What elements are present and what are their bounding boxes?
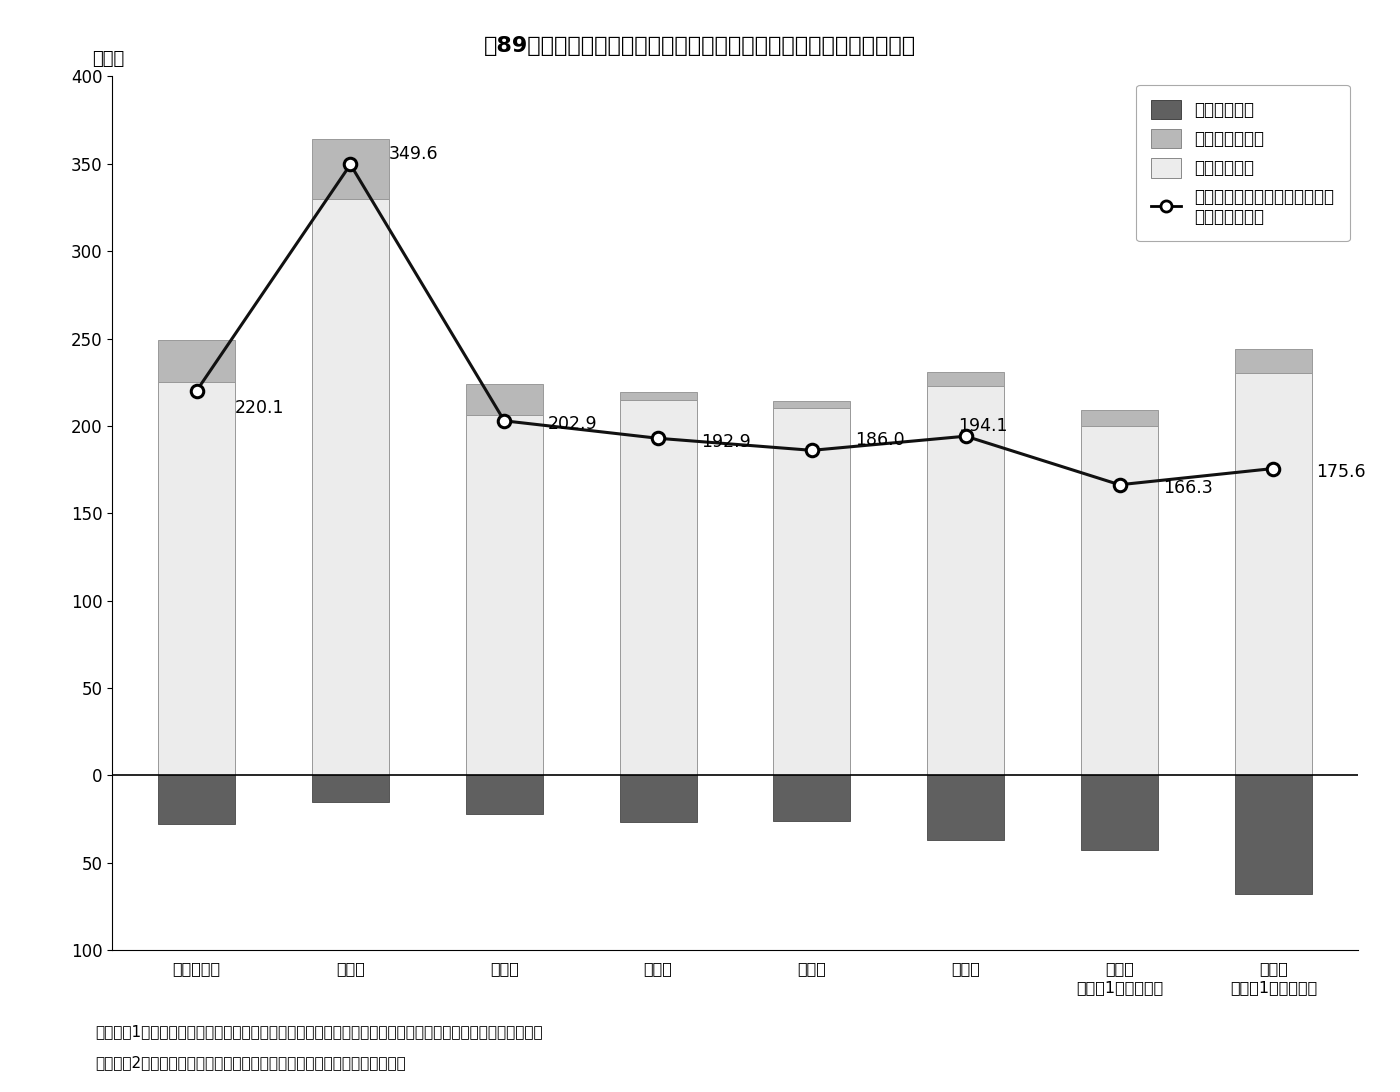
Bar xyxy=(158,775,235,824)
Text: （注）　1　「市町村合計」とは、大都市、中核市、特例市、中都市、小都市及び町村の単純合計額である。: （注） 1 「市町村合計」とは、大都市、中核市、特例市、中都市、小都市及び町村の… xyxy=(95,1024,543,1040)
Bar xyxy=(927,385,1004,775)
Bar xyxy=(1235,775,1312,894)
Bar xyxy=(312,775,389,802)
Bar xyxy=(158,382,235,775)
Bar xyxy=(1081,426,1158,775)
Text: 349.6: 349.6 xyxy=(389,145,438,163)
Bar xyxy=(312,140,389,199)
Bar xyxy=(620,400,697,775)
Bar xyxy=(1235,373,1312,775)
Bar xyxy=(773,402,850,408)
Bar xyxy=(620,392,697,400)
Text: 192.9: 192.9 xyxy=(701,432,750,451)
Legend: 穏立金現在高, 債務負担行為額, 地方債現在高, 地方債現在高＋債務負担行為額
－穏立金現在高: 穏立金現在高, 債務負担行為額, 地方債現在高, 地方債現在高＋債務負担行為額 … xyxy=(1137,85,1350,241)
Text: 220.1: 220.1 xyxy=(235,400,284,417)
Bar xyxy=(620,775,697,822)
Bar xyxy=(466,384,543,415)
Text: 202.9: 202.9 xyxy=(547,415,596,434)
Text: 第89図　団体規模別の実質的な財政負担の標準財政規模に対する比率: 第89図 団体規模別の実質的な財政負担の標準財政規模に対する比率 xyxy=(484,36,916,56)
Bar xyxy=(466,775,543,814)
Bar xyxy=(773,775,850,821)
Bar xyxy=(1081,411,1158,426)
Bar xyxy=(312,199,389,775)
Bar xyxy=(158,341,235,382)
Bar xyxy=(773,408,850,775)
Text: 186.0: 186.0 xyxy=(855,431,904,449)
Text: 166.3: 166.3 xyxy=(1162,479,1212,497)
Text: （％）: （％） xyxy=(92,50,125,68)
Bar xyxy=(1235,349,1312,373)
Text: 194.1: 194.1 xyxy=(958,417,1008,435)
Bar xyxy=(927,775,1004,840)
Text: 2　地方債現在高は、特定資金公共投資事業債を除いた額である。: 2 地方債現在高は、特定資金公共投資事業債を除いた額である。 xyxy=(95,1055,406,1070)
Text: 175.6: 175.6 xyxy=(1316,463,1366,480)
Bar xyxy=(927,371,1004,385)
Bar xyxy=(466,415,543,775)
Bar xyxy=(1081,775,1158,851)
